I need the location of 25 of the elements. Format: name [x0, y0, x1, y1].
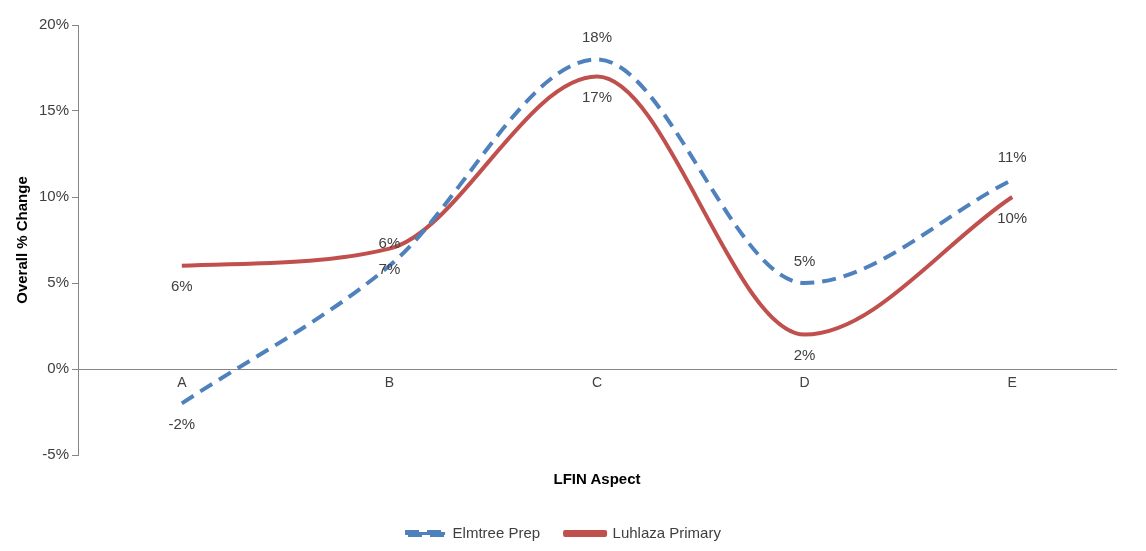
y-axis-title: Overall % Change — [13, 176, 31, 304]
data-label: -2% — [168, 415, 196, 433]
data-label: 10% — [997, 208, 1028, 226]
y-tick-label: 15% — [38, 101, 70, 119]
x-tick-label: E — [1007, 374, 1017, 391]
y-tick-label: 0% — [47, 359, 70, 377]
y-tick-label: -5% — [42, 445, 70, 463]
x-tick-label: B — [384, 374, 395, 391]
data-label: 6% — [170, 277, 193, 295]
data-label: 18% — [582, 28, 613, 46]
data-label: 17% — [582, 88, 613, 106]
legend-label: Luhlaza Primary — [612, 523, 722, 541]
data-label: 7% — [378, 260, 401, 278]
data-label: 5% — [793, 251, 816, 269]
data-label: 11% — [997, 148, 1027, 166]
data-label: 2% — [793, 346, 816, 364]
data-label: 6% — [378, 234, 401, 252]
y-tick-label: 5% — [47, 273, 70, 291]
x-axis-title: LFIN Aspect — [553, 470, 641, 488]
x-tick-label: A — [177, 374, 188, 391]
y-tick-label: 20% — [38, 15, 70, 33]
y-tick-label: 10% — [38, 187, 70, 205]
x-tick-label: D — [799, 374, 810, 391]
legend-label: Elmtree Prep — [452, 523, 541, 541]
x-tick-label: C — [591, 374, 603, 391]
